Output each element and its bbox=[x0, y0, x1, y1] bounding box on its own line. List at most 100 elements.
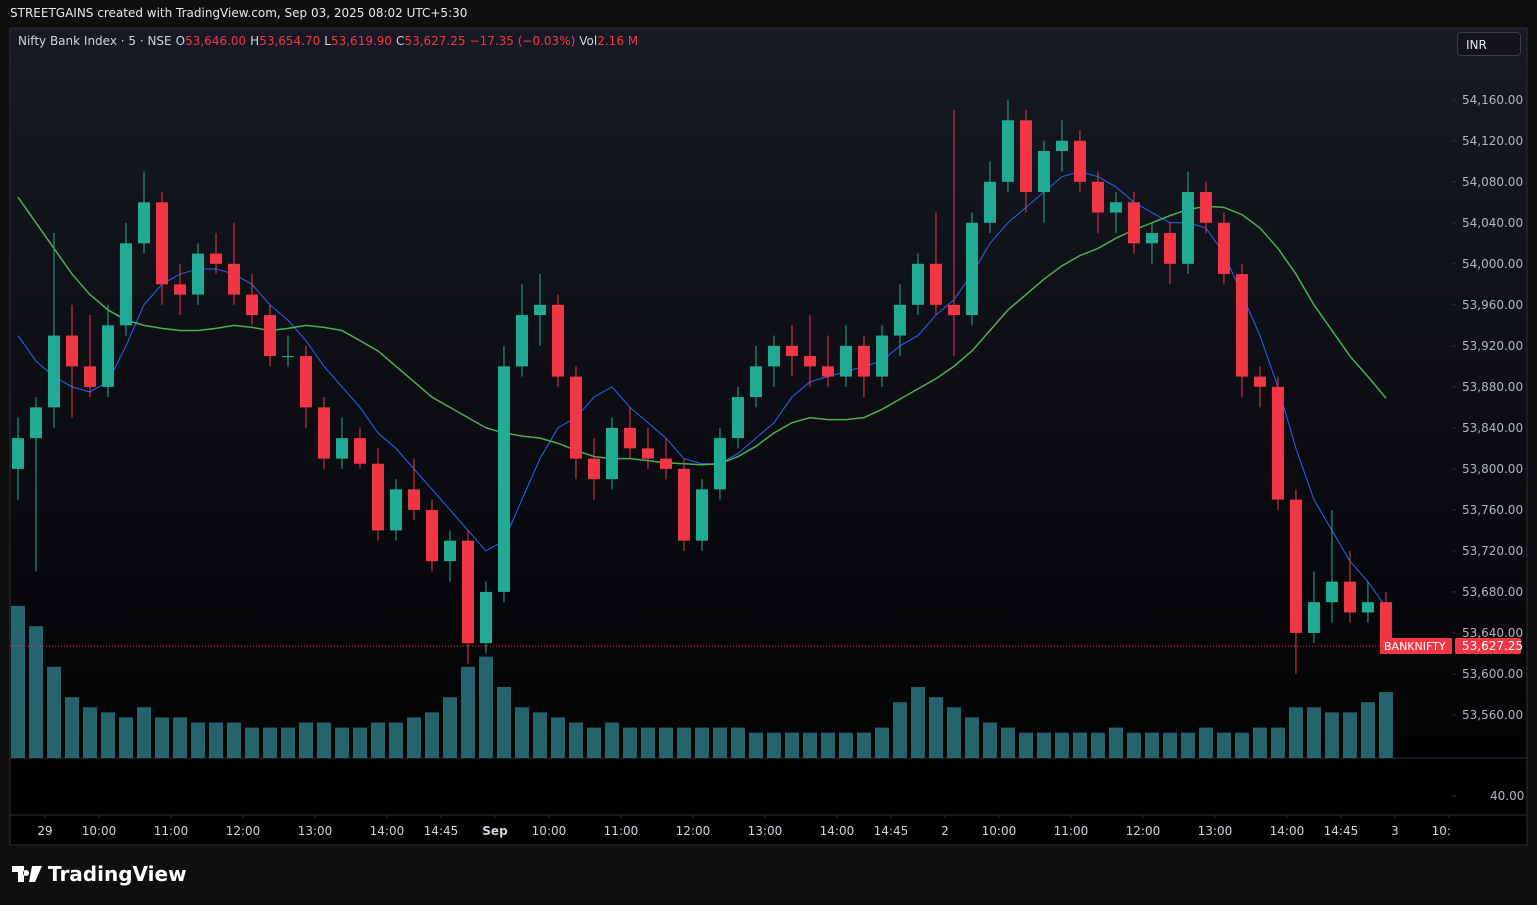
candle-body bbox=[137, 202, 150, 244]
candle-body bbox=[857, 345, 870, 377]
volume-bar bbox=[1108, 727, 1123, 758]
candle-body bbox=[587, 458, 600, 480]
volume-bar bbox=[694, 727, 709, 758]
volume-bar bbox=[244, 727, 259, 758]
ohlc-value: 53,654.70 bbox=[259, 34, 321, 48]
candle-body bbox=[1289, 499, 1302, 633]
x-tick-label: 14:00 bbox=[370, 824, 405, 838]
candle-body bbox=[1199, 192, 1212, 223]
volume-bar bbox=[100, 712, 115, 758]
volume-bar bbox=[10, 605, 25, 758]
y-tick-label: 53,720.00 bbox=[1462, 544, 1523, 558]
candle-body bbox=[731, 397, 744, 439]
y-tick-label: 53,800.00 bbox=[1462, 462, 1523, 476]
candle-body bbox=[623, 427, 636, 449]
candle-body bbox=[1001, 120, 1014, 182]
x-tick-label: 10:00 bbox=[982, 824, 1017, 838]
candle-body bbox=[101, 325, 114, 387]
candle-body bbox=[353, 438, 366, 464]
candle-body bbox=[1163, 233, 1176, 264]
x-tick-label: 14:00 bbox=[1270, 824, 1305, 838]
candle-body bbox=[65, 335, 78, 367]
x-tick-label: 11:00 bbox=[604, 824, 639, 838]
volume-bar bbox=[1018, 732, 1033, 758]
candle-body bbox=[965, 222, 978, 316]
y-tick-label: 54,080.00 bbox=[1462, 175, 1523, 189]
candle-body bbox=[227, 263, 240, 295]
x-tick-label: 14:45 bbox=[424, 824, 459, 838]
y-tick-label: 53,920.00 bbox=[1462, 339, 1523, 353]
x-tick-label: 3 bbox=[1391, 824, 1399, 838]
candle-body bbox=[371, 463, 384, 531]
volume-bar bbox=[874, 727, 889, 758]
candle-body bbox=[497, 366, 510, 592]
volume-bar bbox=[226, 722, 241, 758]
candle-body bbox=[245, 294, 258, 316]
legend: Nifty Bank Index · 5 · NSE O53,646.00 H53,… bbox=[18, 34, 642, 48]
volume-bar bbox=[658, 727, 673, 758]
volume-bar bbox=[262, 727, 277, 758]
candle-body bbox=[749, 366, 762, 398]
volume-bar bbox=[568, 722, 583, 758]
volume-bar bbox=[172, 717, 187, 758]
candle-body bbox=[281, 356, 294, 358]
candle-body bbox=[407, 489, 420, 510]
x-tick-label: 14:00 bbox=[820, 824, 855, 838]
volume-bar bbox=[442, 697, 457, 758]
volume-bar bbox=[820, 732, 835, 758]
currency-button[interactable]: INR bbox=[1457, 32, 1521, 56]
volume-bar bbox=[1252, 727, 1267, 758]
x-tick-label: 29 bbox=[37, 824, 52, 838]
volume-bar bbox=[640, 727, 655, 758]
volume-bar bbox=[964, 717, 979, 758]
candle-body bbox=[29, 407, 42, 439]
volume-bar bbox=[46, 666, 61, 758]
y-tick-label: 53,880.00 bbox=[1462, 380, 1523, 394]
volume-bar bbox=[676, 727, 691, 758]
candle-body bbox=[1127, 202, 1140, 244]
candle-body bbox=[569, 376, 582, 459]
volume-bar bbox=[316, 722, 331, 758]
candle-body bbox=[1235, 274, 1248, 377]
volume-bar bbox=[28, 626, 43, 758]
candle-body bbox=[1217, 222, 1230, 275]
candle-body bbox=[299, 356, 312, 408]
y-tick-label: 54,000.00 bbox=[1462, 257, 1523, 271]
volume-bar bbox=[82, 707, 97, 758]
ohlc-label: O bbox=[175, 34, 186, 48]
volume-bar bbox=[1144, 732, 1159, 758]
y-tick-label: 54,040.00 bbox=[1462, 216, 1523, 230]
candle-body bbox=[1361, 602, 1374, 613]
x-tick-label: 10:00 bbox=[532, 824, 567, 838]
volume-bar bbox=[280, 727, 295, 758]
candle-body bbox=[1091, 181, 1104, 213]
volume-bar bbox=[1378, 692, 1393, 758]
y-tick-label: 53,680.00 bbox=[1462, 585, 1523, 599]
volume-bar bbox=[1054, 732, 1069, 758]
y-tick-label: 53,600.00 bbox=[1462, 667, 1523, 681]
candle-body bbox=[173, 284, 186, 295]
candle-body bbox=[551, 304, 564, 377]
y-tick-label: 53,640.00 bbox=[1462, 626, 1523, 640]
volume-bar bbox=[406, 717, 421, 758]
symbol-tag: BANKNIFTY bbox=[1384, 640, 1446, 653]
candle-body bbox=[875, 335, 888, 377]
volume-bar bbox=[1162, 732, 1177, 758]
candle-body bbox=[209, 253, 222, 264]
volume-bar bbox=[1198, 727, 1213, 758]
x-tick-label: 10:00 bbox=[82, 824, 117, 838]
volume-bar bbox=[1090, 732, 1105, 758]
ohlc-value: 53,627.25 bbox=[404, 34, 466, 48]
x-tick-label: 13:00 bbox=[298, 824, 333, 838]
candle-body bbox=[911, 263, 924, 305]
volume-bar bbox=[1342, 712, 1357, 758]
volume-bar bbox=[478, 656, 493, 758]
volume-bar bbox=[388, 722, 403, 758]
volume-bar bbox=[622, 727, 637, 758]
brand-name: TradingView bbox=[48, 862, 187, 886]
candle-body bbox=[947, 304, 960, 316]
brand-logo bbox=[12, 866, 42, 882]
candle-body bbox=[119, 243, 132, 326]
candle-body bbox=[389, 489, 402, 531]
